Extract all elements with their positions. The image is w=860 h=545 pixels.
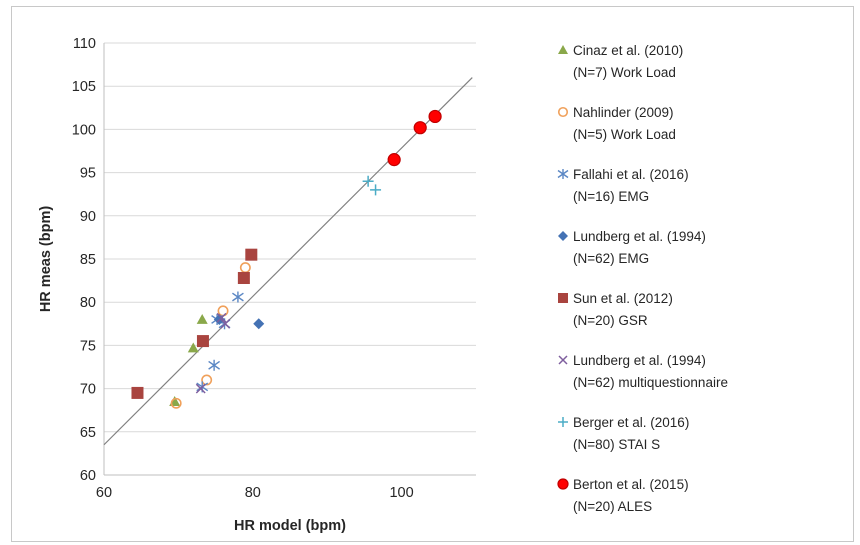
data-point-s6-p0 xyxy=(362,175,374,187)
legend-series-name: Berton et al. (2015) xyxy=(573,477,689,492)
legend-series-detail: (N=62) multiquestionnaire xyxy=(573,375,728,390)
data-point-s7-p2 xyxy=(428,109,442,124)
y-tick-label: 105 xyxy=(72,79,96,95)
legend-marker-shape xyxy=(558,293,568,303)
data-point-s4-p2 xyxy=(237,272,250,285)
legend-marker-plus xyxy=(558,417,568,427)
legend-marker-shape xyxy=(557,478,569,490)
legend-marker-shape xyxy=(558,45,568,54)
data-point-s4-p3 xyxy=(245,248,258,261)
data-point-s0-p1 xyxy=(187,342,199,353)
legend-series-name: Nahlinder (2009) xyxy=(573,105,674,120)
y-tick-label: 95 xyxy=(80,166,96,182)
data-point-s4-p1 xyxy=(196,335,209,348)
legend-series-detail: (N=20) ALES xyxy=(573,499,653,514)
legend-marker-shape xyxy=(558,231,568,241)
x-tick-label: 100 xyxy=(389,485,413,501)
legend-series-detail: (N=7) Work Load xyxy=(573,65,676,80)
y-tick-label: 90 xyxy=(80,209,96,225)
y-tick-label: 65 xyxy=(80,425,96,441)
data-point-s1-p2 xyxy=(217,305,229,317)
legend-marker-diamond xyxy=(558,231,568,241)
legend-item: Sun et al. (2012) (N=20) GSR xyxy=(555,288,845,350)
tick-labels: 60 65 70 75 80 85 90 95 100 105 110 60 80 100 xyxy=(72,36,414,501)
data-point-s3-p1 xyxy=(253,318,265,330)
y-axis-title: HR meas (bpm) xyxy=(38,206,54,313)
legend-marker-square xyxy=(558,293,568,303)
legend-series-detail: (N=5) Work Load xyxy=(573,127,676,142)
data-point-s1-p3 xyxy=(239,262,251,274)
legend-item: Berton et al. (2015) (N=20) ALES xyxy=(555,474,845,536)
data-point-s6-p1 xyxy=(370,184,382,196)
x-axis-title: HR model (bpm) xyxy=(234,518,346,534)
legend-series-name: Sun et al. (2012) xyxy=(573,291,673,306)
y-tick-label: 80 xyxy=(80,295,96,311)
data-point-s0-p2 xyxy=(196,313,208,324)
legend-item: Berger et al. (2016) (N=80) STAI S xyxy=(555,412,845,474)
y-tick-label: 85 xyxy=(80,252,96,268)
legend-series-name: Fallahi et al. (2016) xyxy=(573,167,689,182)
legend-series-name: Cinaz et al. (2010) xyxy=(573,43,684,58)
data-point-s7-p0 xyxy=(387,153,401,167)
reference-line-group xyxy=(103,77,473,446)
chart-frame xyxy=(11,6,854,542)
legend: Cinaz et al. (2010) (N=7) Work Load Nahlin… xyxy=(555,40,845,536)
data-points xyxy=(131,109,442,409)
y-tick-label: 100 xyxy=(72,122,96,138)
legend-marker-shape xyxy=(557,106,569,118)
data-point-s4-p0 xyxy=(131,386,144,399)
legend-series-detail: (N=80) STAI S xyxy=(573,437,661,452)
data-point-s5-p0 xyxy=(195,383,206,394)
data-point-s7-p1 xyxy=(413,121,427,135)
legend-marker-shape xyxy=(558,417,568,427)
x-tick-label: 80 xyxy=(245,485,261,501)
legend-marker-circle-open xyxy=(557,106,569,118)
y-tick-label: 60 xyxy=(80,468,96,484)
legend-marker-star xyxy=(557,169,569,179)
legend-item: Lundberg et al. (1994) (N=62) multiquesti… xyxy=(555,350,845,412)
data-point-s1-p0 xyxy=(170,397,182,409)
legend-marker-shape xyxy=(557,169,569,179)
data-point-s1-p1 xyxy=(201,374,213,386)
y-tick-label: 110 xyxy=(73,36,96,52)
legend-item: Lundberg et al. (1994) (N=62) EMG xyxy=(555,226,845,288)
y-tick-label: 75 xyxy=(80,338,96,354)
legend-series-name: Lundberg et al. (1994) xyxy=(573,353,706,368)
data-point-s5-p2 xyxy=(220,318,231,329)
y-tick-label: 70 xyxy=(80,382,96,398)
legend-marker-triangle xyxy=(558,45,568,54)
data-point-s2-p4 xyxy=(232,291,244,303)
legend-series-detail: (N=62) EMG xyxy=(573,251,650,266)
legend-series-name: Lundberg et al. (1994) xyxy=(573,229,706,244)
legend-item: Cinaz et al. (2010) (N=7) Work Load xyxy=(555,40,845,102)
legend-marker-x xyxy=(558,355,568,365)
legend-item: Fallahi et al. (2016) (N=16) EMG xyxy=(555,164,845,226)
legend-series-detail: (N=20) GSR xyxy=(573,313,648,328)
reference-line xyxy=(103,77,473,446)
legend-marker-shape xyxy=(558,355,568,365)
x-tick-label: 60 xyxy=(96,485,112,501)
legend-item: Nahlinder (2009) (N=5) Work Load xyxy=(555,102,845,164)
legend-series-detail: (N=16) EMG xyxy=(573,189,650,204)
legend-marker-circle-red xyxy=(557,478,569,490)
data-point-s5-p1 xyxy=(216,312,227,323)
legend-series-name: Berger et al. (2016) xyxy=(573,415,690,430)
data-point-s2-p1 xyxy=(208,359,221,371)
axes xyxy=(103,43,476,476)
